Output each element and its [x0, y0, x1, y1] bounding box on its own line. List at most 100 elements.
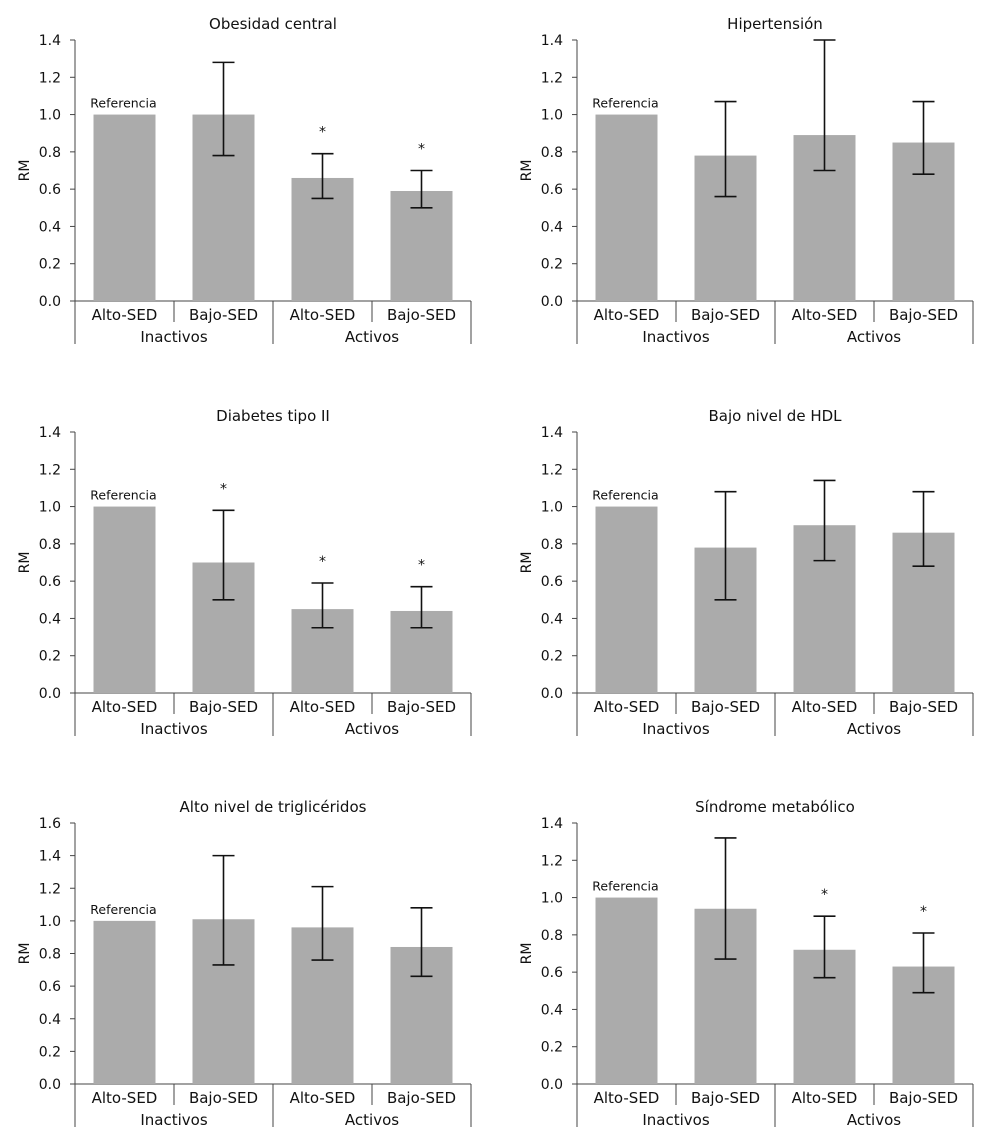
category-label: Alto-SED — [594, 1089, 660, 1107]
y-tick-label: 0.2 — [541, 1040, 563, 1056]
y-tick-label: 0.4 — [39, 219, 61, 235]
chart-panel-6: Síndrome metabólico RM 0.0 0.2 0.4 0.6 0.8 1.0 1… — [519, 798, 974, 1129]
category-label: Bajo-SED — [889, 306, 958, 324]
y-tick-label: 0.6 — [39, 182, 61, 198]
category-label: Alto-SED — [92, 698, 158, 716]
y-tick-label: 0.6 — [39, 574, 61, 590]
group-label: Inactivos — [642, 720, 709, 738]
chart-panel-2: Hipertensión RM 0.0 0.2 0.4 0.6 0.8 1.0 1.2 1.4 Re… — [519, 15, 974, 346]
y-tick-label: 1.4 — [39, 425, 61, 441]
chart-title: Obesidad central — [209, 15, 337, 33]
significance-star: * — [319, 554, 326, 570]
group-label: Inactivos — [140, 720, 207, 738]
group-label: Activos — [345, 1111, 399, 1129]
y-tick-label: 1.0 — [39, 108, 61, 124]
y-tick-label: 0.0 — [541, 686, 563, 702]
chart-panel-4: Bajo nivel de HDL RM 0.0 0.2 0.4 0.6 0.8 1.0 1.2… — [519, 407, 974, 738]
category-label: Bajo-SED — [387, 1089, 456, 1107]
category-label: Alto-SED — [594, 306, 660, 324]
chart-title: Diabetes tipo II — [216, 407, 330, 425]
group-label: Inactivos — [140, 1111, 207, 1129]
y-tick-label: 0.4 — [39, 611, 61, 627]
category-label: Alto-SED — [290, 1089, 356, 1107]
y-tick-label: 0.0 — [541, 294, 563, 310]
y-tick-label: 1.0 — [541, 108, 563, 124]
group-label: Activos — [345, 720, 399, 738]
y-tick-label: 1.2 — [541, 70, 563, 86]
group-label: Activos — [345, 328, 399, 346]
group-label: Activos — [847, 328, 901, 346]
y-tick-label: 0.2 — [541, 649, 563, 665]
y-tick-label: 1.4 — [541, 33, 563, 49]
y-tick-label: 1.0 — [39, 914, 61, 930]
category-label: Bajo-SED — [691, 698, 760, 716]
category-label: Alto-SED — [290, 306, 356, 324]
bar — [595, 897, 658, 1084]
y-tick-label: 1.2 — [541, 462, 563, 478]
reference-label: Referencia — [592, 488, 658, 503]
y-tick-label: 1.2 — [39, 462, 61, 478]
y-tick-label: 1.2 — [39, 881, 61, 897]
y-axis-label: RM — [17, 160, 33, 182]
category-label: Alto-SED — [792, 698, 858, 716]
y-axis-label: RM — [519, 160, 535, 182]
y-tick-label: 1.0 — [39, 500, 61, 516]
y-tick-label: 1.2 — [39, 70, 61, 86]
category-label: Bajo-SED — [387, 698, 456, 716]
category-label: Bajo-SED — [189, 306, 258, 324]
y-tick-label: 0.8 — [39, 947, 61, 963]
y-axis-label: RM — [519, 943, 535, 965]
chart-panel-1: Obesidad central RM 0.0 0.2 0.4 0.6 0.8 1.0 1.2 1… — [17, 15, 472, 346]
group-label: Activos — [847, 720, 901, 738]
category-label: Bajo-SED — [691, 1089, 760, 1107]
category-label: Alto-SED — [92, 1089, 158, 1107]
group-label: Inactivos — [642, 328, 709, 346]
category-label: Alto-SED — [792, 306, 858, 324]
chart-title: Bajo nivel de HDL — [708, 407, 842, 425]
bar — [595, 114, 658, 301]
y-axis-label: RM — [519, 552, 535, 574]
category-label: Bajo-SED — [189, 698, 258, 716]
chart-panel-5: Alto nivel de triglicéridos RM 0.0 0.2 0.4 0.… — [17, 798, 472, 1129]
y-tick-label: 1.4 — [541, 425, 563, 441]
y-tick-label: 1.0 — [541, 891, 563, 907]
y-tick-label: 0.6 — [39, 979, 61, 995]
chart-panel-3: Diabetes tipo II RM 0.0 0.2 0.4 0.6 0.8 1.0 1.2 1… — [17, 407, 472, 738]
significance-star: * — [418, 142, 425, 158]
bar — [93, 506, 156, 693]
reference-label: Referencia — [90, 902, 156, 917]
category-label: Bajo-SED — [889, 698, 958, 716]
y-axis-label: RM — [17, 552, 33, 574]
y-tick-label: 1.2 — [541, 853, 563, 869]
bar — [93, 920, 156, 1084]
y-tick-label: 0.8 — [39, 537, 61, 553]
category-label: Bajo-SED — [387, 306, 456, 324]
category-label: Bajo-SED — [189, 1089, 258, 1107]
category-label: Alto-SED — [92, 306, 158, 324]
category-label: Bajo-SED — [691, 306, 760, 324]
y-tick-label: 0.0 — [39, 1077, 61, 1093]
significance-star: * — [220, 481, 227, 497]
y-tick-label: 0.2 — [541, 257, 563, 273]
category-label: Alto-SED — [594, 698, 660, 716]
y-tick-label: 0.2 — [39, 649, 61, 665]
bar — [93, 114, 156, 301]
reference-label: Referencia — [90, 96, 156, 111]
y-tick-label: 1.4 — [39, 849, 61, 865]
y-axis-label: RM — [17, 943, 33, 965]
y-tick-label: 0.4 — [541, 219, 563, 235]
bar — [390, 191, 453, 301]
reference-label: Referencia — [592, 96, 658, 111]
y-tick-label: 0.0 — [39, 294, 61, 310]
y-tick-label: 1.4 — [541, 816, 563, 832]
reference-label: Referencia — [90, 488, 156, 503]
significance-star: * — [920, 904, 927, 920]
y-tick-label: 1.4 — [39, 33, 61, 49]
y-tick-label: 0.2 — [39, 1044, 61, 1060]
chart-title: Síndrome metabólico — [695, 798, 855, 816]
group-label: Inactivos — [642, 1111, 709, 1129]
category-label: Alto-SED — [290, 698, 356, 716]
y-tick-label: 1.0 — [541, 500, 563, 516]
group-label: Inactivos — [140, 328, 207, 346]
